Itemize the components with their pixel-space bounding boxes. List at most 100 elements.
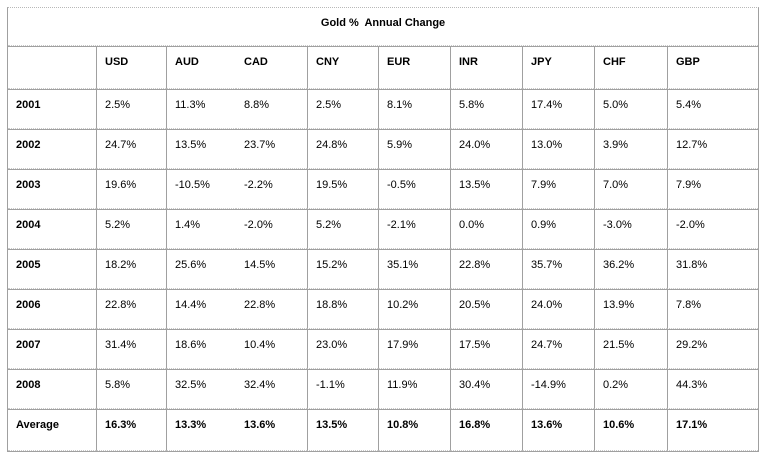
data-cell: 0.2%: [594, 369, 667, 409]
data-cell: 22.8%: [96, 289, 166, 329]
data-cell: -1.1%: [307, 369, 378, 409]
table-title: Gold % Annual Change: [8, 8, 759, 46]
data-cell: 7.9%: [667, 169, 759, 209]
data-cell: 31.8%: [667, 249, 759, 289]
data-cell: 5.8%: [96, 369, 166, 409]
data-cell: 29.2%: [667, 329, 759, 369]
header-row: USD AUD CAD CNY EUR INR JPY CHF GBP: [8, 46, 759, 89]
data-cell: 17.9%: [378, 329, 450, 369]
column-header-chf: CHF: [594, 46, 667, 89]
table-row: 2006 22.8% 14.4% 22.8% 18.8% 10.2% 20.5% 24.0% 1…: [8, 289, 759, 329]
data-cell: 10.6%: [594, 409, 667, 451]
column-header-cny: CNY: [307, 46, 378, 89]
data-cell: 18.8%: [307, 289, 378, 329]
data-cell: 11.3%: [166, 89, 236, 129]
data-cell: 13.3%: [166, 409, 236, 451]
data-cell: 13.5%: [307, 409, 378, 451]
data-cell: 8.1%: [378, 89, 450, 129]
table-row: 2004 5.2% 1.4% -2.0% 5.2% -2.1% 0.0% 0.9% -3.0% -…: [8, 209, 759, 249]
row-label: 2004: [8, 209, 96, 249]
data-cell: 13.9%: [594, 289, 667, 329]
data-cell: 2.5%: [96, 89, 166, 129]
row-label: 2005: [8, 249, 96, 289]
data-cell: 17.5%: [450, 329, 522, 369]
table-row: 2001 2.5% 11.3% 8.8% 2.5% 8.1% 5.8% 17.4% 5.0% 5.…: [8, 89, 759, 129]
gold-annual-change-table: Gold % Annual Change USD AUD CAD CNY EUR INR JP…: [7, 7, 759, 452]
data-cell: 17.1%: [667, 409, 759, 451]
data-cell: 36.2%: [594, 249, 667, 289]
row-label: 2006: [8, 289, 96, 329]
data-cell: 8.8%: [236, 89, 307, 129]
data-cell: 35.7%: [522, 249, 594, 289]
data-cell: 10.4%: [236, 329, 307, 369]
data-cell: 25.6%: [166, 249, 236, 289]
row-label: 2002: [8, 129, 96, 169]
data-cell: 30.4%: [450, 369, 522, 409]
data-cell: 5.8%: [450, 89, 522, 129]
data-cell: 14.5%: [236, 249, 307, 289]
table-row: 2003 19.6% -10.5% -2.2% 19.5% -0.5% 13.5% 7.9% 7…: [8, 169, 759, 209]
data-cell: 1.4%: [166, 209, 236, 249]
column-header-usd: USD: [96, 46, 166, 89]
data-cell: 18.2%: [96, 249, 166, 289]
column-header-eur: EUR: [378, 46, 450, 89]
data-cell: 14.4%: [166, 289, 236, 329]
data-cell: 23.7%: [236, 129, 307, 169]
data-cell: 24.0%: [522, 289, 594, 329]
data-cell: 10.2%: [378, 289, 450, 329]
data-cell: 5.4%: [667, 89, 759, 129]
data-cell: 35.1%: [378, 249, 450, 289]
data-cell: 13.0%: [522, 129, 594, 169]
data-cell: 10.8%: [378, 409, 450, 451]
data-cell: 5.2%: [307, 209, 378, 249]
column-header-inr: INR: [450, 46, 522, 89]
table-row: 2005 18.2% 25.6% 14.5% 15.2% 35.1% 22.8% 35.7% 3…: [8, 249, 759, 289]
data-cell: 44.3%: [667, 369, 759, 409]
data-cell: 7.8%: [667, 289, 759, 329]
data-cell: -0.5%: [378, 169, 450, 209]
column-header-gbp: GBP: [667, 46, 759, 89]
data-cell: 32.4%: [236, 369, 307, 409]
data-cell: -2.1%: [378, 209, 450, 249]
data-cell: 24.0%: [450, 129, 522, 169]
row-label: 2007: [8, 329, 96, 369]
table-row: 2002 24.7% 13.5% 23.7% 24.8% 5.9% 24.0% 13.0% 3.…: [8, 129, 759, 169]
data-cell: 11.9%: [378, 369, 450, 409]
data-cell: 31.4%: [96, 329, 166, 369]
data-cell: 23.0%: [307, 329, 378, 369]
data-cell: 5.9%: [378, 129, 450, 169]
data-cell: -2.2%: [236, 169, 307, 209]
data-cell: 2.5%: [307, 89, 378, 129]
data-cell: 19.6%: [96, 169, 166, 209]
column-header-cad: CAD: [236, 46, 307, 89]
data-cell: -2.0%: [236, 209, 307, 249]
row-label: 2008: [8, 369, 96, 409]
data-cell: 5.2%: [96, 209, 166, 249]
data-cell: 24.8%: [307, 129, 378, 169]
data-cell: 13.5%: [166, 129, 236, 169]
data-cell: 13.6%: [522, 409, 594, 451]
data-cell: 12.7%: [667, 129, 759, 169]
data-cell: 17.4%: [522, 89, 594, 129]
data-cell: 13.5%: [450, 169, 522, 209]
title-row: Gold % Annual Change: [8, 8, 759, 46]
average-row: Average 16.3% 13.3% 13.6% 13.5% 10.8% 16.8% 13.…: [8, 409, 759, 451]
data-cell: 0.0%: [450, 209, 522, 249]
data-cell: 16.3%: [96, 409, 166, 451]
data-cell: -3.0%: [594, 209, 667, 249]
data-cell: 24.7%: [522, 329, 594, 369]
data-cell: 18.6%: [166, 329, 236, 369]
row-label: 2001: [8, 89, 96, 129]
table-row: 2007 31.4% 18.6% 10.4% 23.0% 17.9% 17.5% 24.7% 2…: [8, 329, 759, 369]
data-cell: 19.5%: [307, 169, 378, 209]
data-cell: 16.8%: [450, 409, 522, 451]
row-label: Average: [8, 409, 96, 451]
data-cell: 22.8%: [450, 249, 522, 289]
table-row: 2008 5.8% 32.5% 32.4% -1.1% 11.9% 30.4% -14.9% 0…: [8, 369, 759, 409]
data-cell: 22.8%: [236, 289, 307, 329]
data-cell: -14.9%: [522, 369, 594, 409]
data-cell: 20.5%: [450, 289, 522, 329]
table-body: Gold % Annual Change USD AUD CAD CNY EUR INR JP…: [8, 8, 759, 451]
column-header-jpy: JPY: [522, 46, 594, 89]
